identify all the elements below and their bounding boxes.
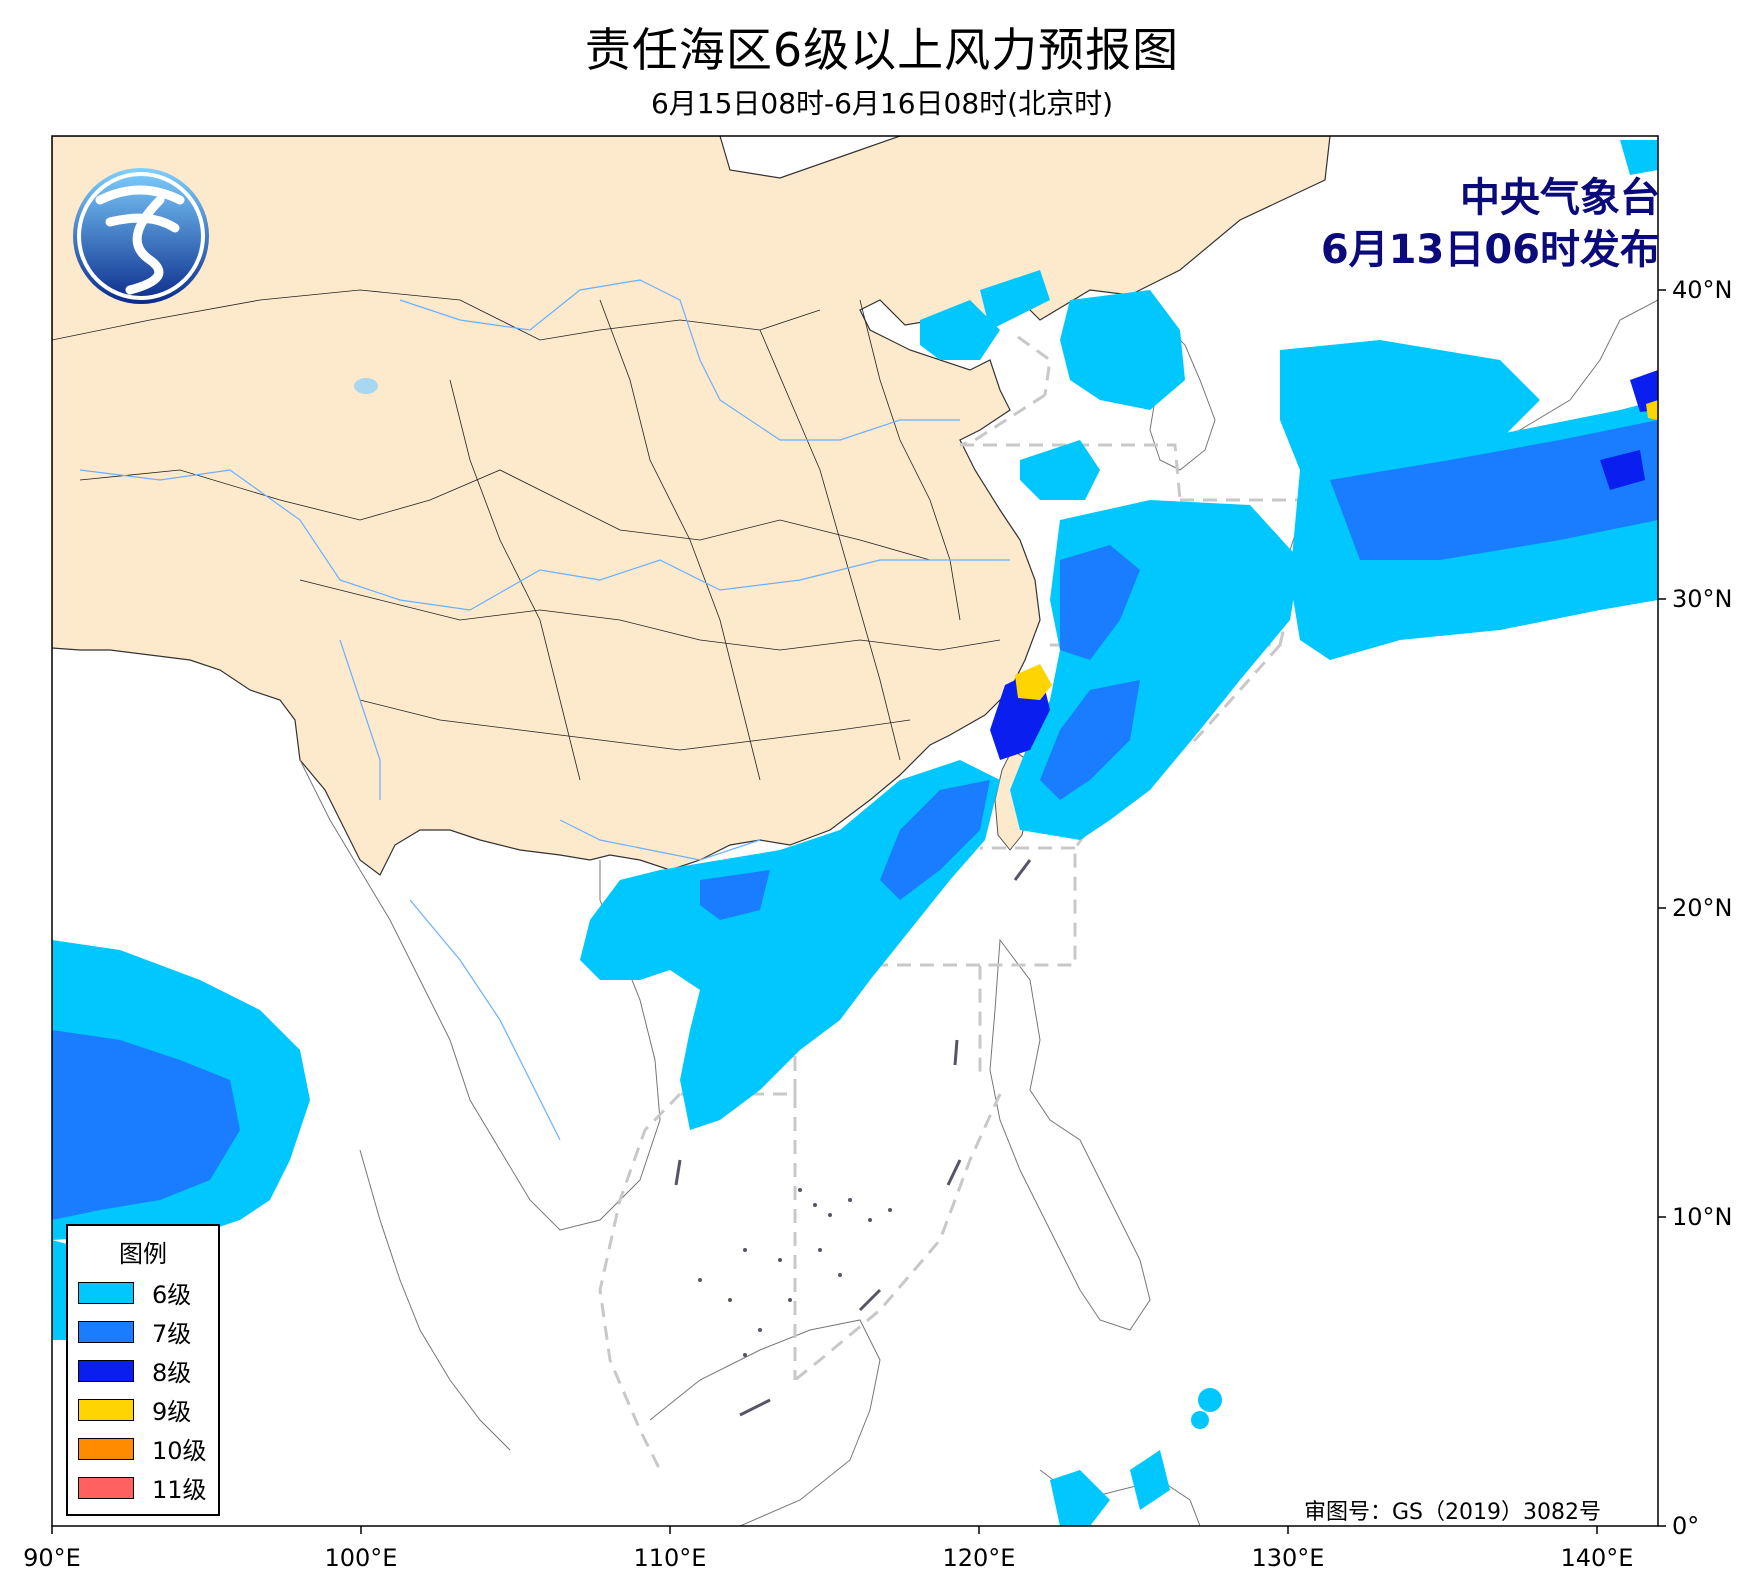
- map-subtitle: 6月15日08时-6月16日08时(北京时): [650, 87, 1114, 120]
- legend-item: 9级: [68, 1390, 218, 1429]
- x-axis: [51, 1526, 1598, 1534]
- legend-item: 10级: [68, 1429, 218, 1468]
- legend-swatch: [78, 1476, 134, 1499]
- y-tick-label: 30°N: [1672, 585, 1733, 613]
- legend: 图例 6级 7级 8级 9级 10级 11级: [66, 1224, 220, 1516]
- wind-level-7-areas: [52, 420, 1658, 1220]
- issuer-block: 中央气象台 6月13日06时发布: [1321, 172, 1660, 276]
- legend-item: 8级: [68, 1351, 218, 1390]
- wind-level-9-area: [1015, 664, 1052, 700]
- indochina-outline: [299, 759, 661, 1231]
- spratly-islands: [698, 1188, 892, 1357]
- legend-label: 6级: [152, 1281, 192, 1309]
- x-tick-label: 100°E: [325, 1544, 398, 1572]
- legend-item: 11级: [68, 1468, 218, 1507]
- cma-logo: [73, 168, 209, 304]
- x-tick-label: 130°E: [1252, 1544, 1325, 1572]
- map-frame: [51, 135, 1659, 1527]
- y-tick-label: 20°N: [1672, 894, 1733, 922]
- legend-item: 7级: [68, 1312, 218, 1351]
- y-tick-label: 40°N: [1672, 276, 1733, 304]
- china-land: [52, 136, 1331, 876]
- legend-swatch: [78, 1320, 134, 1343]
- legend-swatch: [78, 1398, 134, 1421]
- legend-label: 11级: [152, 1476, 207, 1504]
- y-tick-label: 10°N: [1672, 1203, 1733, 1231]
- legend-swatch: [78, 1437, 134, 1460]
- legend-label: 7级: [152, 1320, 192, 1348]
- qinghai-lake: [354, 378, 378, 394]
- x-tick-label: 110°E: [634, 1544, 707, 1572]
- x-tick-label: 90°E: [23, 1544, 81, 1572]
- issuer-name: 中央气象台: [1460, 175, 1660, 221]
- province-borders: [52, 289, 1001, 781]
- philippines-outline: [989, 938, 1151, 1331]
- legend-label: 9级: [152, 1398, 192, 1426]
- map-approval-number: 审图号：GS（2019）3082号: [1304, 1500, 1601, 1525]
- x-tick-label: 140°E: [1561, 1544, 1634, 1572]
- legend-swatch: [78, 1359, 134, 1382]
- dash-line-marks: [674, 859, 1032, 1417]
- rivers: [79, 279, 1010, 1141]
- issue-time: 6月13日06时发布: [1320, 227, 1660, 273]
- legend-label: 8级: [152, 1359, 192, 1387]
- legend-title: 图例: [119, 1240, 167, 1268]
- legend-item: 6级: [68, 1273, 218, 1312]
- map-title: 责任海区6级以上风力预报图: [584, 23, 1180, 77]
- borneo-outline: [649, 1319, 881, 1526]
- y-tick-label: 0°: [1672, 1512, 1699, 1540]
- malay-outline: [359, 1149, 511, 1451]
- legend-swatch: [78, 1281, 134, 1304]
- x-tick-label: 120°E: [943, 1544, 1016, 1572]
- y-axis: [1658, 289, 1666, 1527]
- wind-level-9-area-japan: [1646, 400, 1658, 420]
- legend-label: 10级: [152, 1437, 207, 1465]
